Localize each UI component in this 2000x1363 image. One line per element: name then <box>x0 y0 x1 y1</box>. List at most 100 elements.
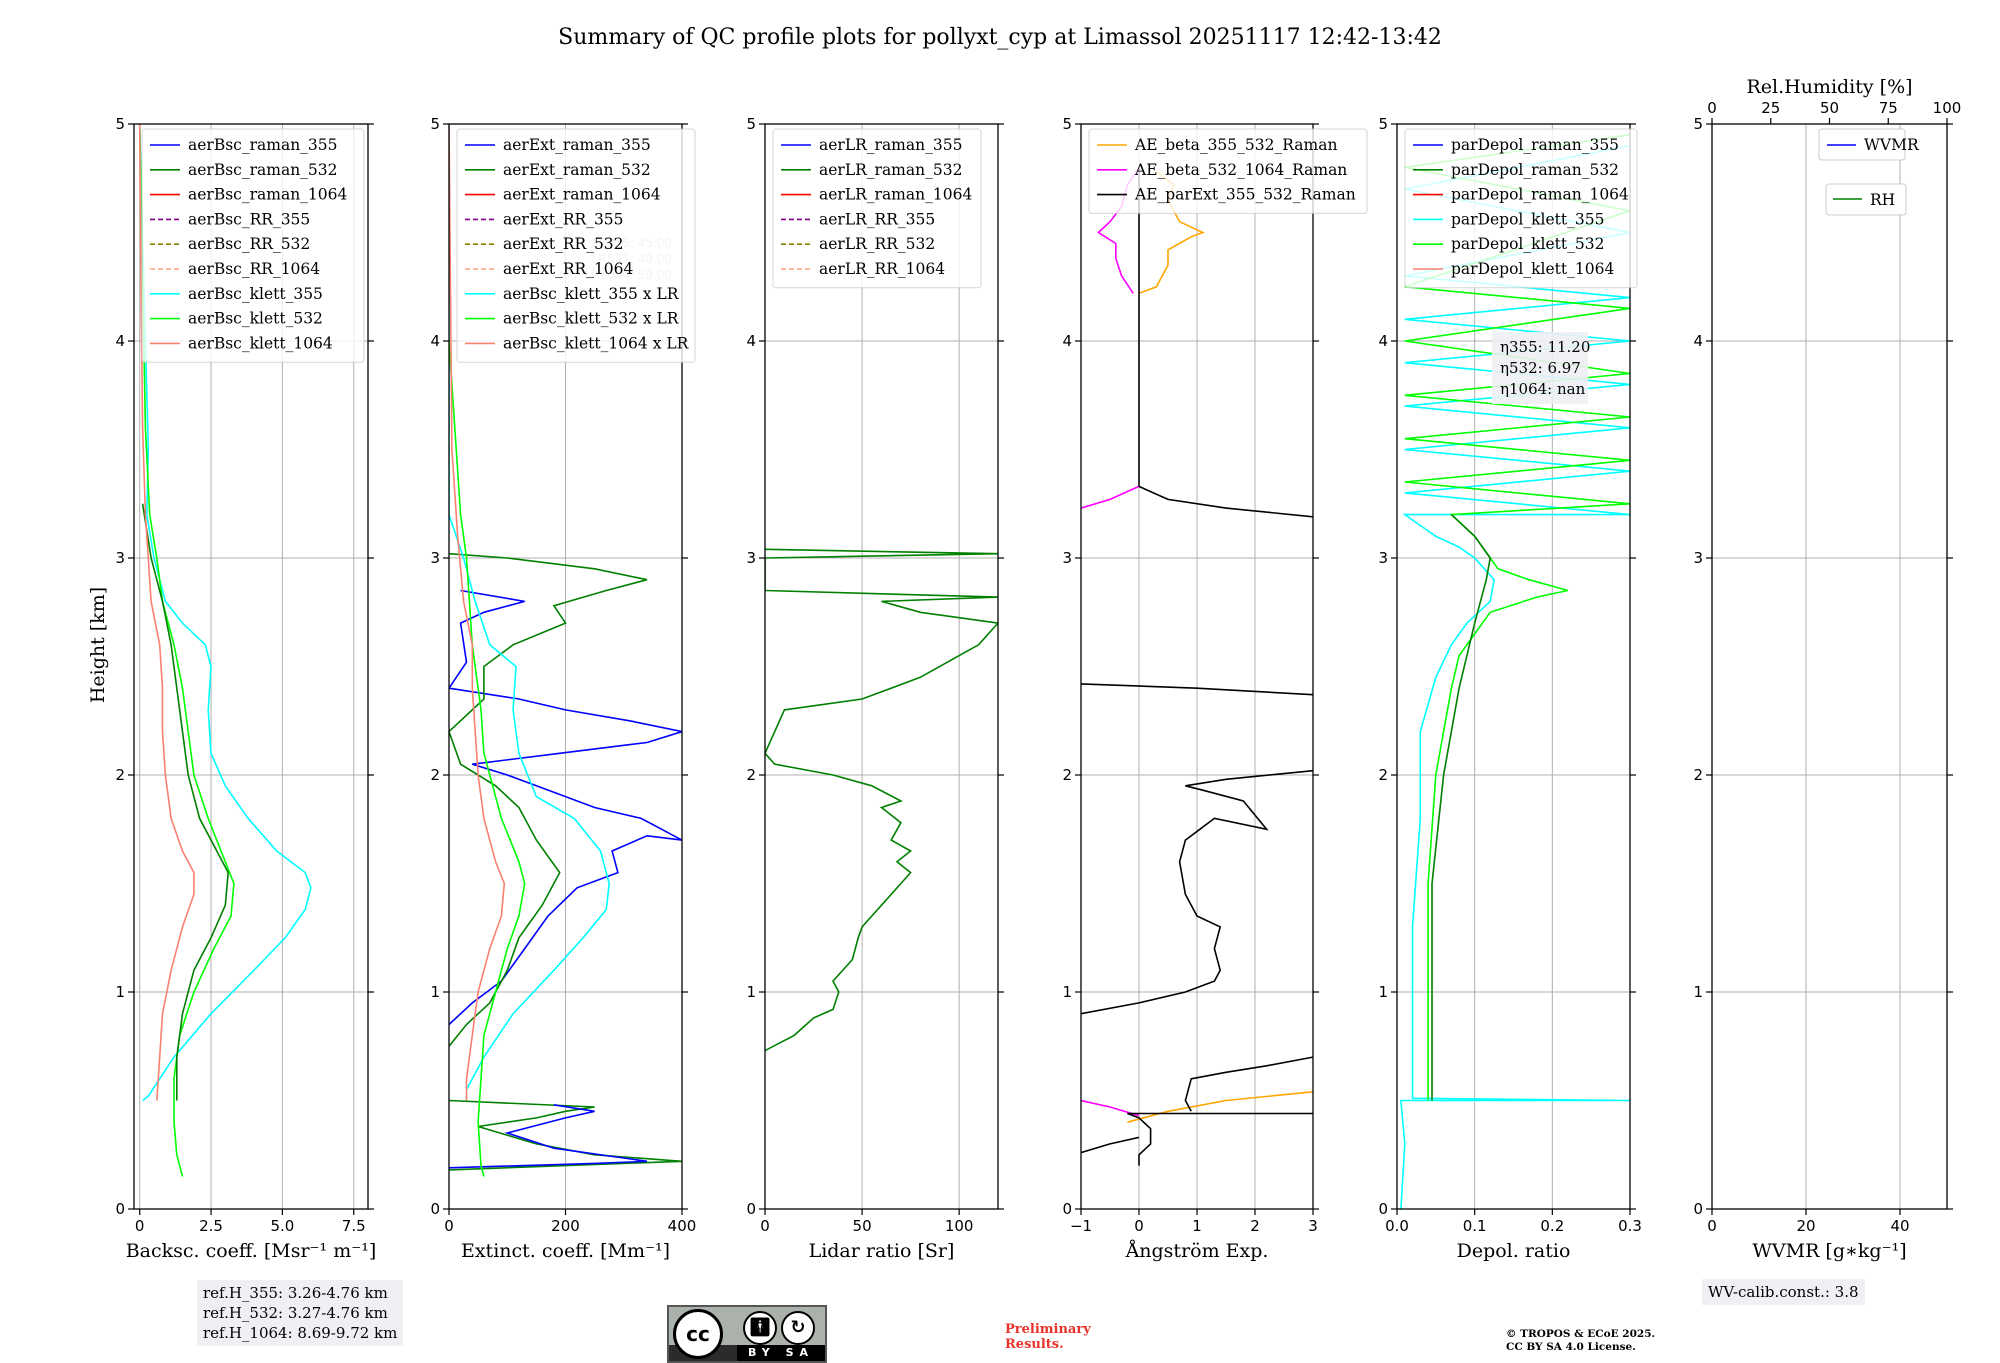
legend-entry: AE_beta_355_532_Raman <box>1134 136 1337 154</box>
panel-backscatter: 0 2.5 5.0 7.5 0 1 2 3 4 5 Backsc. coeff. [Msr⁻¹ m⁻… <box>115 115 376 1262</box>
legend-entry: aerExt_RR_532 <box>503 235 624 253</box>
figure-title: Summary of QC profile plots for pollyxt_… <box>558 25 1442 50</box>
cc-sa-label: SA <box>785 1346 815 1359</box>
series-AE_parExt_355_532_Raman <box>1127 1112 1313 1166</box>
x-axis-label: Backsc. coeff. [Msr⁻¹ m⁻¹] <box>126 1240 377 1262</box>
legend-entry: aerBsc_klett_355 x LR <box>503 285 680 303</box>
x-tick-label: 0 <box>760 1217 770 1235</box>
cc-license-badge: cc 🚹︎ ↻ BY SA <box>667 1305 827 1363</box>
legend-entry: parDepol_raman_1064 <box>1451 186 1629 204</box>
series-group <box>765 548 998 1052</box>
refh-box: ref.H_355: 3.26-4.76 km ref.H_532: 3.27-… <box>197 1280 404 1346</box>
refh-1064: ref.H_1064: 8.69-9.72 km <box>203 1324 398 1342</box>
refh-355: ref.H_355: 3.26-4.76 km <box>203 1284 388 1302</box>
y-tick-label: 0 <box>1378 1200 1388 1218</box>
legend-entry: aerExt_raman_1064 <box>503 186 661 204</box>
series-aerBsc_klett_1064 x LR <box>449 124 506 1101</box>
x-tick-label: 40 <box>1890 1217 1909 1235</box>
x-tick-label: 0.3 <box>1618 1217 1642 1235</box>
series-aerBsc_klett_355 x LR <box>449 124 611 1091</box>
y-tick-label: 5 <box>1693 115 1703 133</box>
legend-entry: aerBsc_RR_355 <box>188 210 310 228</box>
legend-entry: aerLR_RR_532 <box>819 235 935 253</box>
series-group <box>1400 134 1630 1209</box>
legend-entry: aerExt_RR_355 <box>503 210 624 228</box>
series-aerBsc_raman_532 <box>141 503 230 1101</box>
cc-logo-icon: cc <box>673 1309 723 1359</box>
refh-532: ref.H_532: 3.27-4.76 km <box>203 1304 388 1322</box>
legend-entry: RH <box>1870 191 1895 209</box>
preliminary-line-1: Preliminary <box>1005 1322 1091 1337</box>
legend-box <box>1404 128 1638 289</box>
y-tick-label: 3 <box>1378 549 1388 567</box>
series-AE_parExt_355_532_Raman_b <box>1081 1136 1140 1154</box>
legend-box <box>772 128 982 289</box>
panels: 0 2.5 5.0 7.5 0 1 2 3 4 5 Backsc. coeff. [Msr⁻¹ m⁻… <box>115 76 1961 1262</box>
y-tick-label: 3 <box>1693 549 1703 567</box>
y-tick-label: 3 <box>746 549 756 567</box>
cc-by-label: BY <box>747 1346 776 1359</box>
series-AE_parExt_355_532_Raman_e <box>1081 683 1313 696</box>
x-tick-label: 0.1 <box>1463 1217 1487 1235</box>
legend-entry: aerExt_RR_1064 <box>503 260 634 278</box>
x-tick-label: 20 <box>1796 1217 1815 1235</box>
y-tick-label: 5 <box>1378 115 1388 133</box>
series-aerBsc_klett_532 <box>138 124 235 1177</box>
x-tick-label: 0 <box>135 1217 145 1235</box>
preliminary-line-2: Results. <box>1005 1337 1064 1352</box>
legend-entry: aerBsc_klett_355 <box>188 285 323 303</box>
legend-entry: parDepol_klett_1064 <box>1451 260 1614 278</box>
y-tick-label: 3 <box>1062 549 1072 567</box>
legend-entry: aerLR_RR_355 <box>819 210 935 228</box>
axes-frame <box>1711 123 1948 1210</box>
axes-frame <box>764 123 999 1210</box>
legend-entry: aerBsc_RR_1064 <box>188 260 320 278</box>
legend-entry: aerBsc_RR_532 <box>188 235 310 253</box>
legend-entry: AE_beta_532_1064_Raman <box>1134 161 1347 179</box>
y-tick-label: 1 <box>1062 983 1072 1001</box>
x-tick-label: 0.2 <box>1540 1217 1564 1235</box>
legend-entry: aerBsc_raman_532 <box>188 161 338 179</box>
panel-water_vapor: 0 20 40 0 1 2 3 4 5 WVMR [g∗kg⁻¹] 0 25 50 75 100 Rel.Hu… <box>1693 76 1961 1262</box>
y-tick-label: 0 <box>1062 1200 1072 1218</box>
eta-note: η355: 11.20 <box>1500 338 1590 356</box>
y-tick-label: 0 <box>1693 1200 1703 1218</box>
y-tick-label: 2 <box>1693 766 1703 784</box>
y-tick-label: 5 <box>115 115 125 133</box>
series-group <box>138 124 312 1177</box>
series-AE_beta_532_1064_Raman_mid <box>1081 485 1140 509</box>
y-tick-label: 5 <box>430 115 440 133</box>
y-tick-label: 2 <box>430 766 440 784</box>
x-axis-label: Depol. ratio <box>1457 1240 1571 1262</box>
y-tick-label: 4 <box>1062 332 1072 350</box>
top-x-tick-label: 0 <box>1707 99 1717 117</box>
series-aerBsc_klett_1064 <box>138 124 195 1101</box>
x-tick-label: 0.0 <box>1385 1217 1409 1235</box>
top-x-tick-label: 50 <box>1820 99 1839 117</box>
legend-entry: parDepol_klett_532 <box>1451 235 1604 253</box>
x-axis-label: Extinct. coeff. [Mm⁻¹] <box>461 1240 670 1262</box>
series-parDepol_raman_532 <box>1431 514 1492 1101</box>
series-aerExt_raman_355_low <box>449 1104 648 1169</box>
y-tick-label: 1 <box>115 983 125 1001</box>
y-tick-label: 2 <box>746 766 756 784</box>
legend-box <box>456 128 696 363</box>
series-AE_beta_355_532_Raman_low <box>1127 1091 1313 1123</box>
series-AE_parExt_355_532_Raman_c <box>1184 1056 1313 1112</box>
y-tick-label: 5 <box>1062 115 1072 133</box>
series-group <box>449 124 682 1177</box>
cc-by-person-icon: 🚹︎ <box>743 1311 777 1345</box>
top-x-tick-label: 75 <box>1879 99 1898 117</box>
series-parDepol_klett_355 <box>1400 144 1630 1209</box>
legend-entry: aerBsc_raman_1064 <box>188 186 348 204</box>
y-tick-label: 5 <box>746 115 756 133</box>
axes-frame <box>1396 123 1631 1210</box>
cc-badge-label: BY SA <box>737 1345 825 1361</box>
axes-frame <box>133 123 369 1210</box>
wv-calib-box: WV-calib.const.: 3.8 <box>1702 1279 1865 1305</box>
y-tick-label: 2 <box>115 766 125 784</box>
series-aerBsc_klett_532 x LR <box>449 340 526 1177</box>
x-axis-label: Lidar ratio [Sr] <box>809 1240 955 1262</box>
x-tick-label: 100 <box>945 1217 974 1235</box>
